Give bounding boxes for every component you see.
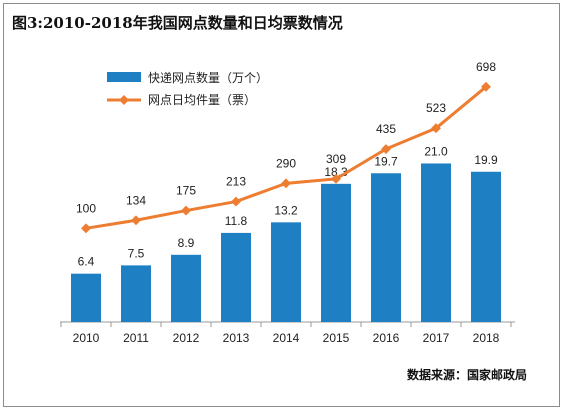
bar-2015 xyxy=(321,183,351,322)
legend-line-label: 网点日均件量（票） xyxy=(148,93,256,107)
chart-source: 数据来源：国家邮政局 xyxy=(406,368,527,382)
line-point-2015 xyxy=(331,173,341,184)
x-tick-label: 2018 xyxy=(473,331,500,345)
x-tick-label: 2014 xyxy=(273,331,300,345)
bar-value-label: 7.5 xyxy=(128,246,145,260)
bar-2012 xyxy=(171,254,201,322)
line-value-label: 523 xyxy=(426,101,446,115)
bar-value-label: 21.0 xyxy=(424,144,448,158)
line-point-2010 xyxy=(81,223,91,234)
bar-value-label: 11.8 xyxy=(225,214,248,228)
x-tick-label: 2013 xyxy=(223,331,250,345)
line-value-label: 175 xyxy=(176,184,196,198)
legend-bar-label: 快递网点数量（万个） xyxy=(148,70,268,85)
bar-2013 xyxy=(221,232,251,322)
legend-line-marker xyxy=(119,95,129,105)
bar-value-label: 13.2 xyxy=(274,203,298,217)
x-tick-label: 2016 xyxy=(373,331,400,345)
line-value-label: 698 xyxy=(476,60,496,74)
bar-2011 xyxy=(121,265,151,322)
bar-value-label: 8.9 xyxy=(178,236,195,250)
line-value-label: 435 xyxy=(376,122,396,136)
bar-2010 xyxy=(71,273,101,322)
x-tick-label: 2010 xyxy=(73,331,100,345)
bar-2016 xyxy=(371,173,401,322)
chart-title: 图3:2010-2018年我国网点数量和日均票数情况 xyxy=(12,14,343,32)
bar-value-label: 6.4 xyxy=(78,255,95,269)
bar-value-label: 19.9 xyxy=(474,153,498,167)
line-point-2012 xyxy=(181,205,191,216)
bar-2014 xyxy=(271,222,301,322)
x-tick-label: 2015 xyxy=(323,331,350,345)
line-point-2016 xyxy=(381,144,391,154)
x-tick-label: 2017 xyxy=(423,331,450,345)
bar-2018 xyxy=(471,171,501,322)
line-value-label: 134 xyxy=(126,193,146,207)
line-value-label: 290 xyxy=(276,156,296,170)
line-point-2013 xyxy=(231,196,241,207)
bar-2017 xyxy=(421,163,451,322)
legend-bar-swatch xyxy=(107,72,141,82)
bar-value-label: 19.7 xyxy=(374,154,398,168)
line-point-2011 xyxy=(131,215,141,226)
x-tick-label: 2012 xyxy=(173,331,200,345)
chart-frame xyxy=(3,3,560,407)
line-value-label: 100 xyxy=(76,201,96,215)
line-point-2014 xyxy=(281,178,291,189)
line-value-label: 213 xyxy=(226,175,246,189)
x-tick-label: 2011 xyxy=(123,331,149,345)
line-value-label: 309 xyxy=(326,152,346,166)
